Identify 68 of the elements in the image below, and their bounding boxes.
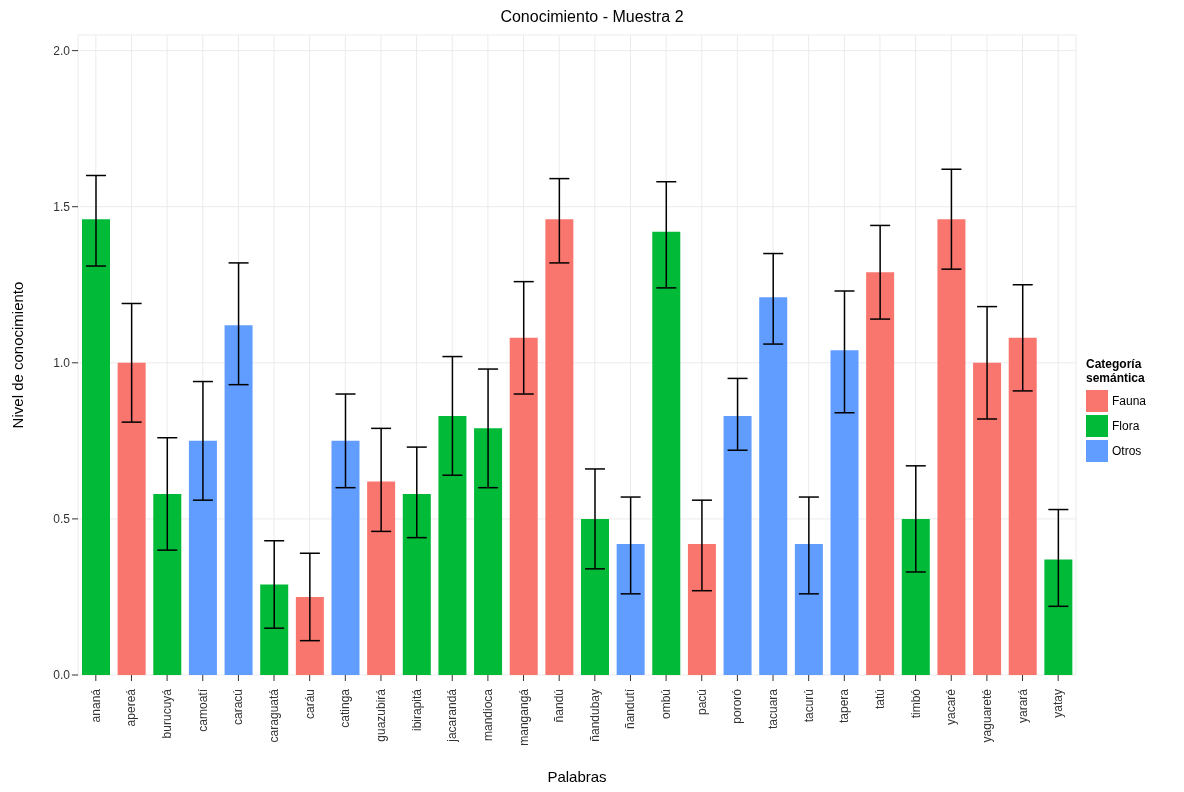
bar	[581, 518, 609, 675]
bar	[509, 337, 538, 675]
bar	[616, 543, 645, 675]
bar	[402, 493, 431, 675]
bar	[331, 440, 360, 675]
y-tick-label: 0.5	[53, 512, 71, 527]
bar	[545, 219, 574, 675]
x-tick-label: caracú	[231, 689, 246, 726]
x-tick-label: catinga	[338, 688, 353, 728]
x-tick-label: ananá	[88, 688, 103, 723]
legend-title: Categoría semántica	[1086, 356, 1146, 385]
legend-label: Fauna	[1112, 394, 1147, 408]
x-tick-label: jacarandá	[445, 688, 460, 743]
x-tick-label: burucuyá	[160, 688, 175, 739]
x-tick-label: tapera	[837, 688, 852, 724]
x-tick-label: yacaré	[944, 688, 959, 726]
x-tick-label: yarará	[1015, 688, 1030, 724]
bar	[973, 362, 1002, 675]
y-tick-label: 2.0	[53, 43, 71, 58]
x-tick-label: caráu	[302, 689, 317, 720]
bar	[117, 362, 146, 675]
bar	[652, 231, 681, 675]
x-tick-label: ñandú	[552, 689, 567, 723]
x-tick-label: mangangá	[516, 688, 531, 746]
x-tick-label: yatay	[1051, 689, 1066, 718]
x-tick-label: ombú	[659, 689, 674, 720]
y-tick-label: 1.5	[53, 199, 71, 214]
y-axis-title: Nivel de conocimiento	[9, 281, 27, 429]
x-tick-label: mandioca	[480, 688, 495, 742]
x-tick-label: ibirapitá	[409, 688, 424, 732]
legend-label: Otros	[1112, 444, 1142, 458]
y-tick-label: 0.0	[53, 668, 71, 683]
x-tick-label: apereá	[124, 688, 139, 727]
bar	[82, 219, 110, 675]
bar	[937, 219, 966, 675]
bar	[830, 350, 859, 675]
bar	[188, 440, 217, 675]
bar	[153, 493, 182, 675]
bar	[438, 415, 467, 675]
x-tick-label: pororó	[730, 688, 745, 724]
x-tick-label: pacú	[694, 689, 709, 716]
bar	[474, 428, 503, 675]
x-tick-label: camoatí	[195, 688, 210, 732]
x-tick-label: ñandubay	[587, 689, 602, 742]
x-tick-label: timbó	[908, 688, 923, 719]
legend-label: Flora	[1112, 419, 1140, 433]
x-tick-label: tatú	[872, 689, 887, 710]
x-tick-label: caraguatá	[267, 688, 282, 743]
x-tick-label: yaguareté	[979, 688, 994, 743]
x-axis-title: Palabras	[547, 768, 607, 785]
bar	[794, 543, 823, 675]
chart-title: Conocimiento - Muestra 2	[499, 8, 685, 27]
bar	[295, 596, 324, 675]
bar	[723, 415, 752, 675]
bar	[901, 518, 930, 675]
bar	[1044, 559, 1073, 675]
x-tick-label: tacuara	[766, 688, 781, 730]
bar	[367, 481, 396, 675]
bar	[687, 543, 716, 675]
x-tick-label: tacurú	[801, 689, 816, 723]
bar	[224, 325, 253, 675]
bar	[866, 272, 895, 675]
y-tick-label: 1.0	[53, 356, 71, 371]
bar	[759, 297, 788, 675]
x-tick-label: ñandutí	[623, 688, 638, 730]
x-tick-label: guazubirá	[373, 688, 388, 742]
bar	[1008, 337, 1037, 675]
bar	[260, 584, 289, 675]
